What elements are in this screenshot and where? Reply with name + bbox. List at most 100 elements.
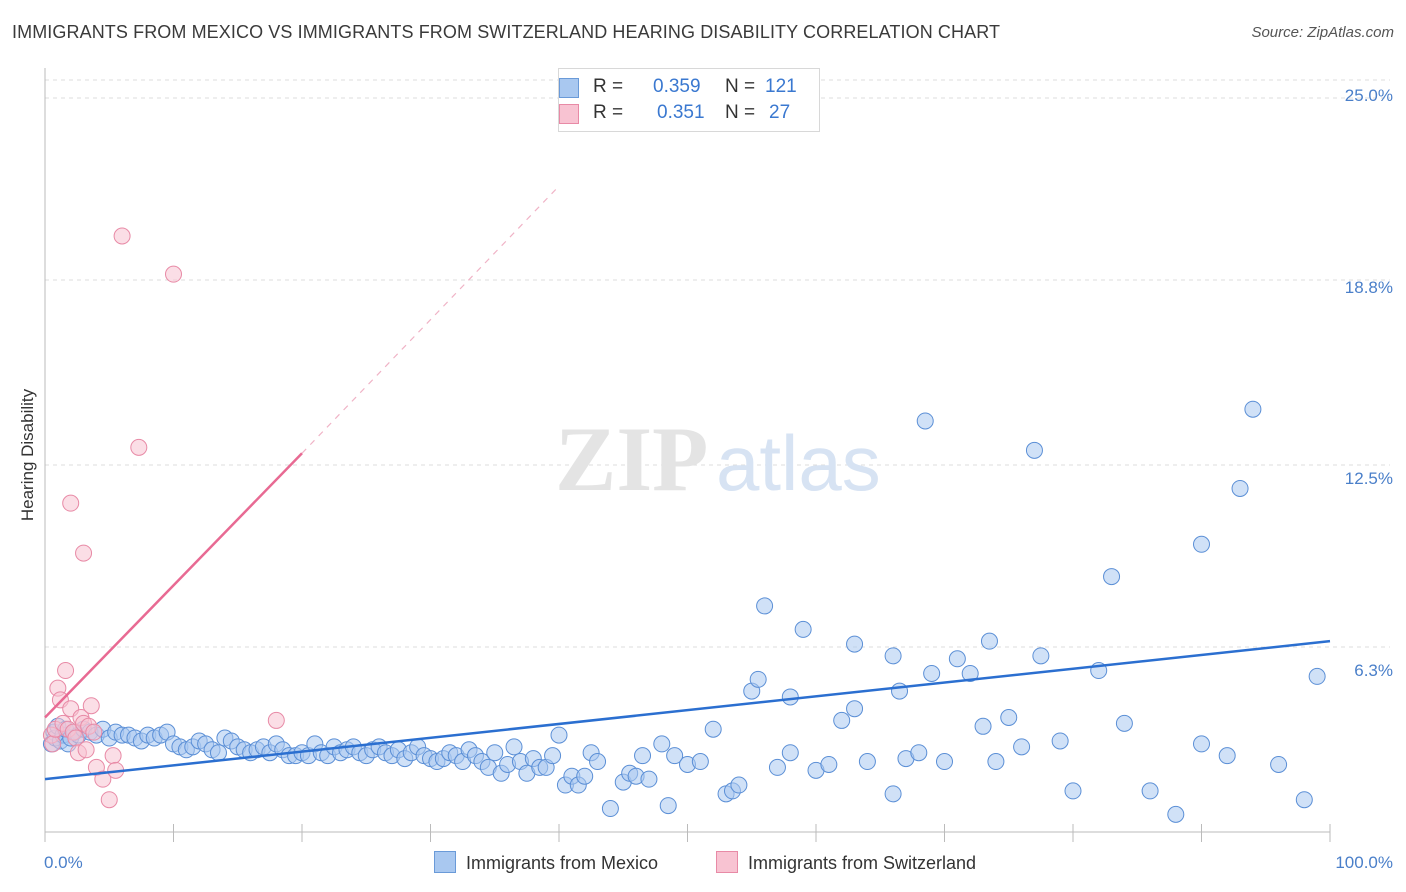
chart-title: IMMIGRANTS FROM MEXICO VS IMMIGRANTS FRO… [12, 22, 1001, 42]
mexico-point [768, 758, 786, 776]
mexico-point [923, 664, 941, 682]
mexico-point [209, 744, 227, 762]
mexico-point [486, 744, 504, 762]
mexico-point [505, 738, 523, 756]
mexico-point [1231, 479, 1249, 497]
mexico-point [544, 747, 562, 765]
switzerland-point [62, 494, 80, 512]
bottom-legend-swatch-mexico [434, 851, 456, 873]
mexico-point [1193, 535, 1210, 553]
mexico-trend-line [44, 639, 1331, 781]
watermark-atlas: atlas [716, 419, 881, 507]
switzerland-point [267, 711, 285, 729]
mexico-point [1025, 441, 1043, 459]
switzerland-trend-line [44, 452, 303, 719]
switzerland-point [75, 544, 93, 562]
mexico-point [1032, 647, 1050, 665]
mexico-point [1051, 732, 1069, 750]
switzerland-point [100, 791, 118, 809]
mexico-point [601, 800, 619, 818]
legend-n-value: 121 [765, 76, 797, 97]
legend: R = 0.359 N = 121 R = 0.351 N = 27 [558, 68, 820, 132]
mexico-point [987, 753, 1005, 771]
bottom-legend-switzerland: Immigrants from Switzerland [716, 851, 976, 874]
y-tick-label: 6.3% [1354, 661, 1393, 680]
legend-swatch-switzerland [559, 104, 579, 124]
mexico-point [1193, 735, 1210, 753]
switzerland-point [104, 747, 122, 765]
mexico-point [1000, 708, 1018, 726]
mexico-point [550, 726, 568, 744]
mexico-point [961, 664, 979, 682]
switzerland-point [44, 735, 62, 753]
mexico-point [1218, 747, 1236, 765]
switzerland-point [94, 770, 112, 788]
mexico-point [833, 711, 851, 729]
switzerland-point [130, 438, 148, 456]
mexico-point [704, 720, 722, 738]
y-tick-label: 12.5% [1344, 469, 1393, 488]
mexico-point [820, 755, 838, 773]
y-tick-label: 25.0% [1344, 86, 1393, 105]
mexico-point [980, 632, 998, 650]
legend-n-value: 27 [769, 102, 791, 123]
source-label: Source: ZipAtlas.com [1251, 24, 1394, 41]
legend-swatch-mexico [559, 78, 579, 98]
series-switzerland-points [42, 227, 285, 809]
mexico-point [1103, 568, 1121, 586]
switzerland-trend-extension [301, 185, 560, 454]
mexico-point [691, 753, 709, 771]
legend-r-label: R = [593, 102, 624, 123]
x-tick-label: 0.0% [44, 853, 83, 872]
mexico-point [730, 776, 748, 794]
mexico-point [1244, 400, 1262, 418]
bottom-legend-label-switzerland: Immigrants from Switzerland [748, 853, 977, 873]
mexico-point [891, 682, 909, 700]
bottom-legend-label-mexico: Immigrants from Mexico [466, 853, 659, 873]
mexico-point [974, 717, 992, 735]
mexico-point [1308, 667, 1326, 685]
mexico-point [846, 700, 864, 718]
mexico-point [884, 647, 902, 665]
legend-r-label: R = [593, 76, 624, 97]
legend-r-value: 0.359 [653, 76, 701, 97]
mexico-point [1013, 738, 1031, 756]
mexico-point [1064, 782, 1082, 800]
mexico-point [659, 797, 677, 815]
mexico-point [910, 744, 928, 762]
trend-lines [44, 185, 1331, 781]
mexico-point [576, 767, 594, 785]
mexico-point [1115, 714, 1133, 732]
mexico-point [794, 620, 812, 638]
mexico-point [916, 412, 934, 430]
mexico-point [653, 735, 671, 753]
legend-r-value: 0.351 [657, 102, 705, 123]
mexico-point [1141, 782, 1159, 800]
switzerland-point [57, 662, 75, 680]
mexico-point [936, 753, 953, 771]
mexico-point [948, 650, 966, 668]
mexico-point [666, 747, 684, 765]
switzerland-point [165, 265, 182, 283]
y-tick-label: 18.8% [1344, 278, 1393, 297]
axes [44, 68, 1331, 842]
mexico-point [858, 753, 876, 771]
mexico-point [749, 670, 767, 688]
mexico-point [1270, 755, 1288, 773]
bottom-legend-mexico: Immigrants from Mexico [434, 851, 658, 874]
mexico-point [634, 747, 652, 765]
mexico-point [781, 688, 799, 706]
mexico-point [1295, 791, 1313, 809]
mexico-point [1167, 805, 1185, 823]
mexico-point [781, 744, 799, 762]
mexico-point [640, 770, 658, 788]
mexico-point [846, 635, 864, 653]
legend-n-label: N = [725, 76, 756, 97]
watermark: ZIP atlas [555, 408, 881, 510]
mexico-point [884, 785, 902, 803]
mexico-point [756, 597, 774, 615]
switzerland-point [85, 723, 103, 741]
switzerland-point [77, 741, 95, 759]
gridlines [45, 79, 1390, 648]
mexico-point [589, 753, 607, 771]
